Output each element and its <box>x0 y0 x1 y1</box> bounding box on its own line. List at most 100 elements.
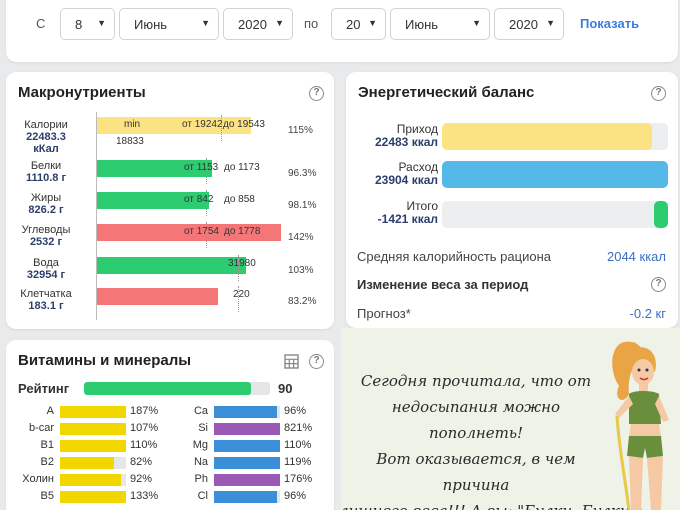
rating-label: Рейтинг <box>18 381 70 396</box>
from-month-select[interactable]: Июнь ▼ <box>119 8 219 40</box>
macronutrients-title: Макронутриенты <box>18 84 146 101</box>
nutrient-percent: 110% <box>130 439 158 451</box>
total-bar <box>442 201 668 228</box>
nutrient-name: Ca <box>193 405 208 417</box>
nutrient-fill <box>214 474 280 486</box>
macro-range-to: до 858 <box>224 194 255 205</box>
help-icon[interactable]: ? <box>309 86 324 101</box>
nutrient-fill <box>60 474 121 486</box>
macro-value: 1110.8 г <box>25 172 67 184</box>
macro-bar <box>97 288 218 305</box>
macro-row-label: Вода 32954 г <box>6 257 86 281</box>
nutrient-percent: 96% <box>284 405 307 417</box>
range-tick <box>238 286 239 312</box>
forecast-value: -0.2 кг <box>629 306 666 321</box>
show-button[interactable]: Показать <box>580 16 640 31</box>
nutrient-name: b-car <box>28 422 54 434</box>
macro-value: 32954 г <box>26 269 66 281</box>
nutrient-name: B1 <box>40 439 54 451</box>
nutrient-percent: 176% <box>284 473 313 485</box>
nutrient-percent: 821% <box>284 422 313 434</box>
nutrient-name: Na <box>193 456 208 468</box>
table-icon[interactable] <box>284 354 299 369</box>
macro-range-to: до 19543 <box>223 119 265 130</box>
nutrient-item: Si 821% <box>164 422 324 436</box>
total-fill <box>654 201 668 228</box>
to-day-select[interactable]: 20 ▼ <box>331 8 386 40</box>
forecast-label: Прогноз* <box>357 306 411 321</box>
macro-value: 2532 г <box>29 236 63 248</box>
macro-range-from: от 19242 <box>182 119 223 130</box>
outcome-label: Расход 23904 ккал <box>354 161 438 187</box>
macro-bar <box>97 160 212 177</box>
vitamins-minerals-card: Витамины и минералы ? Рейтинг 90 A 187% b-… <box>6 340 334 510</box>
period-selector-card: С 8 ▼ Июнь ▼ 2020 ▼ по 20 ▼ Июнь ▼ 2020 … <box>6 0 678 62</box>
nutrient-bar <box>214 406 280 418</box>
meme-line: лишнего веса!!! А вы: "Булки, Булки") <box>341 498 642 510</box>
chevron-down-icon: ▼ <box>546 18 555 28</box>
income-bar <box>442 123 668 150</box>
nutrient-item: Na 119% <box>164 456 324 470</box>
nutrient-bar <box>60 457 126 469</box>
from-month-value: Июнь <box>134 17 168 32</box>
from-day-select[interactable]: 8 ▼ <box>60 8 115 40</box>
from-year-select[interactable]: 2020 ▼ <box>223 8 293 40</box>
macro-name: Вода <box>33 257 59 269</box>
macro-row-label: Углеводы 2532 г <box>6 224 86 248</box>
nutrient-bar <box>60 491 126 503</box>
outcome-fill <box>442 161 668 188</box>
meme-line: Вот оказывается, в чем причина <box>376 450 576 494</box>
income-label-text: Приход <box>396 122 438 136</box>
macro-row-label: Белки 1110.8 г <box>6 160 86 184</box>
from-year-value: 2020 <box>238 17 267 32</box>
nutrient-percent: 110% <box>284 439 312 451</box>
to-year-select[interactable]: 2020 ▼ <box>494 8 564 40</box>
macro-percent: 103% <box>288 265 314 276</box>
nutrient-name: A <box>46 405 54 417</box>
chevron-down-icon: ▼ <box>368 18 377 28</box>
help-icon[interactable]: ? <box>651 86 666 101</box>
nutrient-fill <box>214 440 280 452</box>
nutrient-fill <box>214 406 277 418</box>
chevron-down-icon: ▼ <box>275 18 284 28</box>
nutrient-fill <box>60 457 114 469</box>
nutrient-fill <box>60 440 126 452</box>
nutrient-bar <box>214 474 280 486</box>
to-month-select[interactable]: Июнь ▼ <box>390 8 490 40</box>
total-value: -1421 ккал <box>377 212 438 226</box>
outcome-label-text: Расход <box>398 160 438 174</box>
nutrient-name: B5 <box>40 490 54 502</box>
rating-fill <box>84 382 251 395</box>
energy-title: Энергетический баланс <box>358 84 535 101</box>
nutrient-item: Mg 110% <box>164 439 324 453</box>
macro-name: Жиры <box>30 192 62 204</box>
nutrient-fill <box>60 491 126 503</box>
help-icon[interactable]: ? <box>309 354 324 369</box>
help-icon[interactable]: ? <box>651 277 666 292</box>
range-tick <box>221 115 222 141</box>
axis-line <box>96 112 97 320</box>
nutrient-fill <box>60 423 126 435</box>
income-value: 22483 ккал <box>374 135 438 149</box>
nutrient-bar <box>214 440 280 452</box>
energy-balance-card: Энергетический баланс ? Приход 22483 кка… <box>346 72 678 328</box>
nutrient-item: Холин 92% <box>10 473 170 487</box>
nutrient-name: Ph <box>194 473 208 485</box>
macro-name: Клетчатка <box>20 288 72 300</box>
macro-min-value: 18833 <box>116 136 144 147</box>
macro-percent: 83.2% <box>288 296 317 307</box>
macro-range-from: от 1153 <box>184 162 219 173</box>
chevron-down-icon: ▼ <box>97 18 106 28</box>
nutrient-percent: 107% <box>130 422 159 434</box>
to-day-value: 20 <box>346 17 361 32</box>
macro-percent: 115% <box>288 125 313 136</box>
meme-picture: Сегодня прочитала, что от недосыпания мо… <box>341 328 680 510</box>
macro-percent: 142% <box>288 232 314 243</box>
nutrient-item: B1 110% <box>10 439 170 453</box>
nutrient-fill <box>60 406 126 418</box>
nutrient-item: B5 133% <box>10 490 170 504</box>
nutrient-bar <box>60 406 126 418</box>
macro-value: 22483.3 <box>26 131 66 143</box>
macro-current: 31980 <box>228 258 256 269</box>
weight-change-label: Изменение веса за период <box>357 277 529 292</box>
